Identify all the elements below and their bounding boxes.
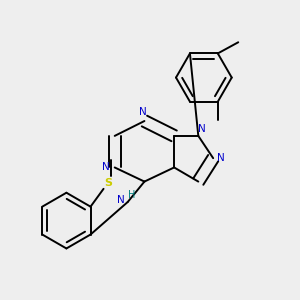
Text: S: S bbox=[104, 178, 112, 188]
Text: N: N bbox=[218, 153, 225, 163]
Text: N: N bbox=[117, 195, 125, 205]
Text: N: N bbox=[198, 124, 206, 134]
Text: N: N bbox=[101, 163, 109, 172]
Text: H: H bbox=[128, 190, 135, 200]
Text: N: N bbox=[139, 107, 146, 117]
